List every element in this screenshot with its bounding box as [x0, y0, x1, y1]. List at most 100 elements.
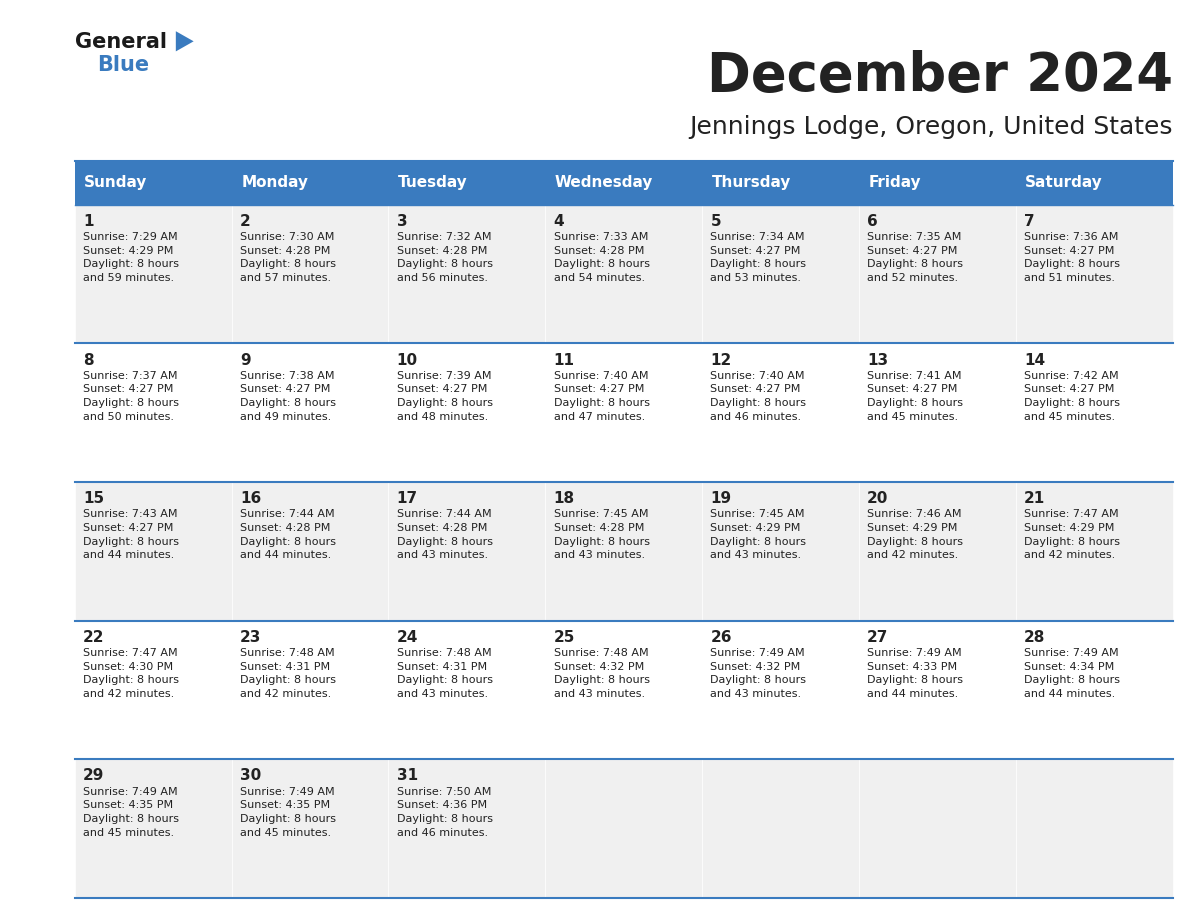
- Bar: [388, 621, 545, 759]
- Text: 31: 31: [397, 768, 418, 783]
- Text: 27: 27: [867, 630, 889, 644]
- Text: Sunrise: 7:40 AM
Sunset: 4:27 PM
Daylight: 8 hours
and 46 minutes.: Sunrise: 7:40 AM Sunset: 4:27 PM Dayligh…: [710, 371, 807, 421]
- Text: General: General: [75, 32, 166, 52]
- Bar: [1016, 205, 1173, 343]
- Bar: [859, 621, 1016, 759]
- Text: 10: 10: [397, 353, 418, 367]
- Bar: [859, 205, 1016, 343]
- Text: 1: 1: [83, 214, 94, 229]
- Bar: [388, 343, 545, 482]
- Text: Sunrise: 7:48 AM
Sunset: 4:32 PM
Daylight: 8 hours
and 43 minutes.: Sunrise: 7:48 AM Sunset: 4:32 PM Dayligh…: [554, 648, 650, 699]
- Bar: [545, 343, 702, 482]
- Text: December 2024: December 2024: [707, 50, 1173, 103]
- Bar: [702, 759, 859, 898]
- Text: Monday: Monday: [241, 175, 308, 190]
- Text: 26: 26: [710, 630, 732, 644]
- Text: 21: 21: [1024, 491, 1045, 506]
- Bar: [859, 482, 1016, 621]
- Bar: [702, 205, 859, 343]
- Text: Sunrise: 7:47 AM
Sunset: 4:30 PM
Daylight: 8 hours
and 42 minutes.: Sunrise: 7:47 AM Sunset: 4:30 PM Dayligh…: [83, 648, 179, 699]
- Text: 18: 18: [554, 491, 575, 506]
- Bar: [75, 343, 232, 482]
- Text: 6: 6: [867, 214, 878, 229]
- Text: Sunrise: 7:48 AM
Sunset: 4:31 PM
Daylight: 8 hours
and 43 minutes.: Sunrise: 7:48 AM Sunset: 4:31 PM Dayligh…: [397, 648, 493, 699]
- Text: 22: 22: [83, 630, 105, 644]
- Bar: [545, 621, 702, 759]
- Text: Sunrise: 7:40 AM
Sunset: 4:27 PM
Daylight: 8 hours
and 47 minutes.: Sunrise: 7:40 AM Sunset: 4:27 PM Dayligh…: [554, 371, 650, 421]
- Text: Sunrise: 7:39 AM
Sunset: 4:27 PM
Daylight: 8 hours
and 48 minutes.: Sunrise: 7:39 AM Sunset: 4:27 PM Dayligh…: [397, 371, 493, 421]
- Text: Sunrise: 7:44 AM
Sunset: 4:28 PM
Daylight: 8 hours
and 43 minutes.: Sunrise: 7:44 AM Sunset: 4:28 PM Dayligh…: [397, 509, 493, 560]
- Bar: [75, 759, 232, 898]
- Bar: [1016, 343, 1173, 482]
- Text: 17: 17: [397, 491, 418, 506]
- Bar: [702, 343, 859, 482]
- Text: Wednesday: Wednesday: [555, 175, 653, 190]
- Text: Sunrise: 7:34 AM
Sunset: 4:27 PM
Daylight: 8 hours
and 53 minutes.: Sunrise: 7:34 AM Sunset: 4:27 PM Dayligh…: [710, 232, 807, 283]
- Text: Sunrise: 7:49 AM
Sunset: 4:33 PM
Daylight: 8 hours
and 44 minutes.: Sunrise: 7:49 AM Sunset: 4:33 PM Dayligh…: [867, 648, 963, 699]
- Bar: [75, 205, 232, 343]
- Bar: [545, 482, 702, 621]
- Text: Thursday: Thursday: [712, 175, 791, 190]
- Text: Sunrise: 7:42 AM
Sunset: 4:27 PM
Daylight: 8 hours
and 45 minutes.: Sunrise: 7:42 AM Sunset: 4:27 PM Dayligh…: [1024, 371, 1120, 421]
- Text: 25: 25: [554, 630, 575, 644]
- Bar: [388, 759, 545, 898]
- Bar: [545, 205, 702, 343]
- Text: 16: 16: [240, 491, 261, 506]
- Text: 29: 29: [83, 768, 105, 783]
- Text: 5: 5: [710, 214, 721, 229]
- Text: 7: 7: [1024, 214, 1035, 229]
- Bar: [859, 343, 1016, 482]
- Text: Sunrise: 7:45 AM
Sunset: 4:29 PM
Daylight: 8 hours
and 43 minutes.: Sunrise: 7:45 AM Sunset: 4:29 PM Dayligh…: [710, 509, 807, 560]
- Text: 23: 23: [240, 630, 261, 644]
- Text: Sunrise: 7:41 AM
Sunset: 4:27 PM
Daylight: 8 hours
and 45 minutes.: Sunrise: 7:41 AM Sunset: 4:27 PM Dayligh…: [867, 371, 963, 421]
- Bar: [75, 621, 232, 759]
- Bar: [388, 482, 545, 621]
- Text: Sunrise: 7:30 AM
Sunset: 4:28 PM
Daylight: 8 hours
and 57 minutes.: Sunrise: 7:30 AM Sunset: 4:28 PM Dayligh…: [240, 232, 336, 283]
- Text: Sunrise: 7:29 AM
Sunset: 4:29 PM
Daylight: 8 hours
and 59 minutes.: Sunrise: 7:29 AM Sunset: 4:29 PM Dayligh…: [83, 232, 179, 283]
- Text: 28: 28: [1024, 630, 1045, 644]
- Text: Sunrise: 7:46 AM
Sunset: 4:29 PM
Daylight: 8 hours
and 42 minutes.: Sunrise: 7:46 AM Sunset: 4:29 PM Dayligh…: [867, 509, 963, 560]
- Bar: [1016, 482, 1173, 621]
- Text: 19: 19: [710, 491, 732, 506]
- Text: Saturday: Saturday: [1025, 175, 1102, 190]
- Bar: [859, 759, 1016, 898]
- Bar: [75, 482, 232, 621]
- Text: Sunrise: 7:45 AM
Sunset: 4:28 PM
Daylight: 8 hours
and 43 minutes.: Sunrise: 7:45 AM Sunset: 4:28 PM Dayligh…: [554, 509, 650, 560]
- Text: 2: 2: [240, 214, 251, 229]
- Text: Sunrise: 7:37 AM
Sunset: 4:27 PM
Daylight: 8 hours
and 50 minutes.: Sunrise: 7:37 AM Sunset: 4:27 PM Dayligh…: [83, 371, 179, 421]
- Text: Sunrise: 7:47 AM
Sunset: 4:29 PM
Daylight: 8 hours
and 42 minutes.: Sunrise: 7:47 AM Sunset: 4:29 PM Dayligh…: [1024, 509, 1120, 560]
- Text: Sunrise: 7:49 AM
Sunset: 4:34 PM
Daylight: 8 hours
and 44 minutes.: Sunrise: 7:49 AM Sunset: 4:34 PM Dayligh…: [1024, 648, 1120, 699]
- Bar: [388, 205, 545, 343]
- Text: 13: 13: [867, 353, 889, 367]
- Text: Blue: Blue: [97, 55, 150, 75]
- Bar: [702, 482, 859, 621]
- Text: 15: 15: [83, 491, 105, 506]
- Text: 9: 9: [240, 353, 251, 367]
- Bar: [545, 759, 702, 898]
- Bar: [232, 343, 388, 482]
- Text: 4: 4: [554, 214, 564, 229]
- Bar: [232, 621, 388, 759]
- Bar: [1016, 621, 1173, 759]
- Text: 20: 20: [867, 491, 889, 506]
- Bar: [232, 759, 388, 898]
- Text: Sunrise: 7:32 AM
Sunset: 4:28 PM
Daylight: 8 hours
and 56 minutes.: Sunrise: 7:32 AM Sunset: 4:28 PM Dayligh…: [397, 232, 493, 283]
- Text: 8: 8: [83, 353, 94, 367]
- Text: 24: 24: [397, 630, 418, 644]
- Text: 3: 3: [397, 214, 407, 229]
- Text: Sunrise: 7:49 AM
Sunset: 4:32 PM
Daylight: 8 hours
and 43 minutes.: Sunrise: 7:49 AM Sunset: 4:32 PM Dayligh…: [710, 648, 807, 699]
- Text: Sunrise: 7:49 AM
Sunset: 4:35 PM
Daylight: 8 hours
and 45 minutes.: Sunrise: 7:49 AM Sunset: 4:35 PM Dayligh…: [83, 787, 179, 837]
- Text: 14: 14: [1024, 353, 1045, 367]
- Text: Sunrise: 7:50 AM
Sunset: 4:36 PM
Daylight: 8 hours
and 46 minutes.: Sunrise: 7:50 AM Sunset: 4:36 PM Dayligh…: [397, 787, 493, 837]
- Text: Sunrise: 7:38 AM
Sunset: 4:27 PM
Daylight: 8 hours
and 49 minutes.: Sunrise: 7:38 AM Sunset: 4:27 PM Dayligh…: [240, 371, 336, 421]
- Bar: [232, 205, 388, 343]
- Text: Sunrise: 7:35 AM
Sunset: 4:27 PM
Daylight: 8 hours
and 52 minutes.: Sunrise: 7:35 AM Sunset: 4:27 PM Dayligh…: [867, 232, 963, 283]
- Text: Jennings Lodge, Oregon, United States: Jennings Lodge, Oregon, United States: [689, 115, 1173, 139]
- Text: Friday: Friday: [868, 175, 921, 190]
- Text: Sunrise: 7:48 AM
Sunset: 4:31 PM
Daylight: 8 hours
and 42 minutes.: Sunrise: 7:48 AM Sunset: 4:31 PM Dayligh…: [240, 648, 336, 699]
- Text: 30: 30: [240, 768, 261, 783]
- Text: 11: 11: [554, 353, 575, 367]
- Bar: [702, 621, 859, 759]
- Text: Sunrise: 7:44 AM
Sunset: 4:28 PM
Daylight: 8 hours
and 44 minutes.: Sunrise: 7:44 AM Sunset: 4:28 PM Dayligh…: [240, 509, 336, 560]
- Text: 12: 12: [710, 353, 732, 367]
